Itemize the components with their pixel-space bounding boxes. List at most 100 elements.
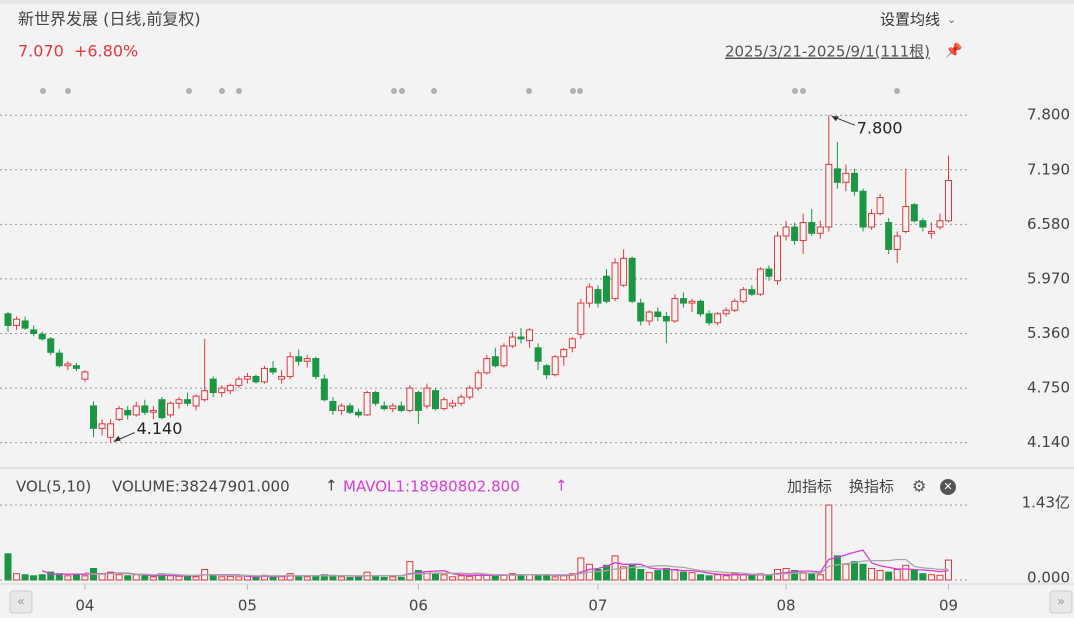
close-icon: ✕ [943, 480, 952, 493]
candle-body [774, 235, 781, 282]
candle-body [662, 315, 670, 322]
candle-body [175, 399, 183, 404]
candle-body [389, 405, 397, 410]
candle-body [397, 405, 405, 411]
volume-bar [919, 573, 927, 581]
candle-body [295, 356, 303, 362]
volume-bar [816, 574, 824, 581]
candle-body [500, 345, 508, 367]
candle-body [645, 311, 653, 322]
candle-body [508, 336, 516, 347]
volume-bar [192, 576, 200, 581]
candle-body [534, 347, 542, 362]
candle-body [936, 220, 944, 228]
candle-body [55, 352, 63, 367]
candle-body [107, 423, 115, 438]
event-marker [65, 88, 71, 94]
candle-body [192, 395, 200, 407]
dropdown-icon: ⌄ [947, 13, 956, 26]
volume-bar [850, 561, 858, 581]
volume-bar [645, 572, 653, 581]
candle-body [4, 313, 12, 326]
x-tick-label: 08 [777, 597, 796, 615]
volume-bar [355, 576, 363, 581]
volume-bar [526, 574, 534, 581]
volume-bar [791, 570, 799, 581]
volume-bar [902, 564, 910, 581]
y-tick-label: 4.750 [1027, 379, 1070, 397]
x-tick-label: 04 [75, 597, 94, 615]
add-indicator[interactable]: 加指标 [787, 478, 832, 496]
volume-bar [927, 574, 935, 581]
candle-body [637, 302, 645, 322]
volume-bar [397, 576, 405, 581]
volume-bar [226, 575, 234, 581]
volume-bar [765, 574, 773, 581]
candle-body [876, 197, 884, 215]
volume-bar [466, 575, 474, 581]
switch-indicator[interactable]: 换指标 [849, 478, 894, 496]
volume-bar [739, 574, 747, 581]
close-button[interactable] [940, 479, 956, 495]
volume-bar [380, 576, 388, 581]
candle-body [568, 338, 576, 349]
volume-bar [885, 571, 893, 581]
candle-body [893, 235, 901, 250]
candle-body [910, 204, 918, 222]
candle-body [654, 311, 662, 317]
candle-body [13, 318, 21, 326]
volume-bar [697, 574, 705, 581]
volume-bar [603, 564, 610, 581]
event-marker [800, 88, 806, 94]
candle-body [517, 336, 525, 340]
scroll-left-button[interactable] [9, 590, 33, 614]
volume-bar [893, 569, 901, 581]
volume-bar [72, 574, 80, 581]
candle-body [833, 168, 841, 183]
volume-bar [637, 569, 645, 581]
volume-bar [149, 576, 157, 581]
candle-body [261, 367, 268, 383]
candle-body [560, 349, 568, 358]
event-marker [894, 88, 900, 94]
candle-body [158, 399, 166, 419]
volume-bar [859, 563, 867, 581]
y-tick-label: 6.580 [1027, 215, 1070, 233]
candle-body [705, 313, 713, 324]
candle-body [303, 358, 311, 362]
event-marker [219, 88, 225, 94]
mavol-arrow: ↑ [555, 477, 568, 495]
volume-bar [303, 576, 311, 581]
volume-bar [30, 575, 38, 581]
candle-body [919, 220, 927, 228]
volume-bar [534, 574, 542, 581]
volume-bar [389, 576, 397, 581]
volume-bar [457, 575, 465, 581]
settings-icon[interactable]: ⚙ [912, 477, 926, 496]
volume-bar [876, 570, 884, 581]
candle-body [235, 378, 243, 386]
volume-arrow: ↑ [325, 477, 338, 495]
volume-bar [551, 576, 559, 581]
candle-body [688, 300, 696, 304]
date-range[interactable]: 2025/3/21-2025/9/1(111根) [725, 43, 930, 61]
scroll-right-button[interactable] [1049, 590, 1073, 614]
volume-bar [936, 574, 944, 581]
volume-bar [568, 573, 576, 581]
candle-body [286, 356, 294, 377]
candle-body [440, 399, 448, 410]
event-marker [391, 88, 397, 94]
candle-body [355, 411, 363, 416]
y-tick-label: 0.000 [1027, 569, 1070, 587]
pin-icon[interactable]: 📌 [945, 41, 963, 59]
ma-settings[interactable]: 设置均线 [880, 11, 940, 29]
volume-bar [115, 574, 123, 581]
top-strip [0, 0, 1074, 4]
event-marker [577, 88, 583, 94]
candle-body [945, 180, 952, 222]
candle-body [218, 387, 226, 394]
candle-body [927, 231, 935, 234]
candle-body [30, 329, 38, 334]
candle-body [825, 163, 833, 228]
